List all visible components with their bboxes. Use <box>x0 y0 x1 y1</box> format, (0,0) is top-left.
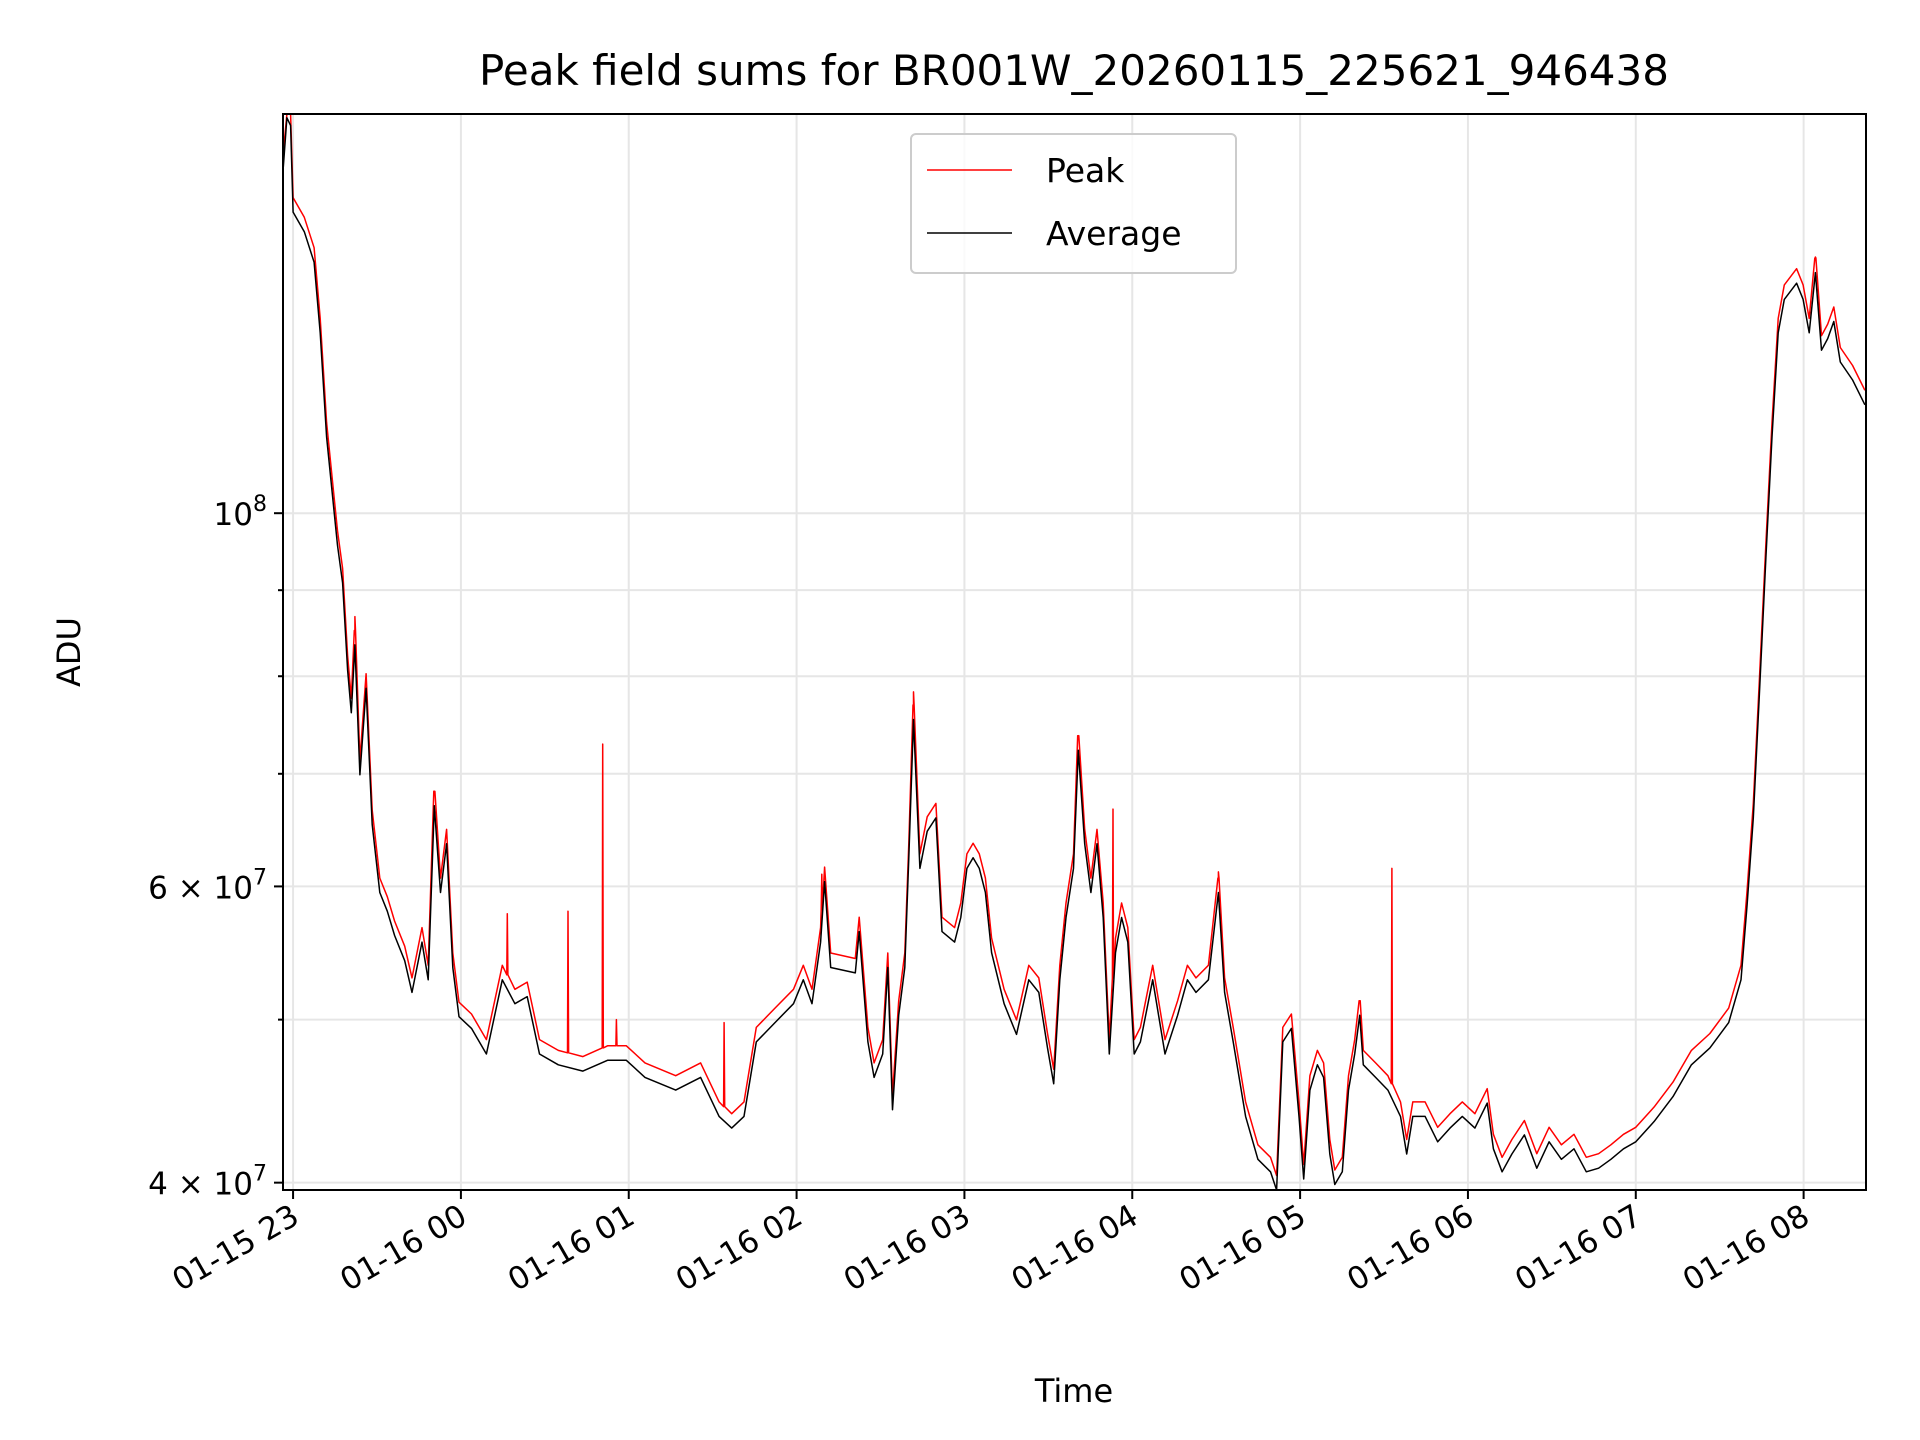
grid <box>283 114 1866 1190</box>
legend-peak-label: Peak <box>1046 151 1125 190</box>
average-series-line <box>282 117 1866 1191</box>
y-tick-label: 4 × 107 <box>148 1162 267 1203</box>
plot-series <box>282 113 1866 1191</box>
legend-average-label: Average <box>1046 214 1182 253</box>
y-axis-label: ADU <box>50 617 88 687</box>
chart-title: Peak field sums for BR001W_20260115_2256… <box>479 46 1669 95</box>
peak-series-line <box>282 113 1866 1177</box>
legend: Peak Average <box>910 133 1237 274</box>
axes-frame <box>282 113 1867 1191</box>
legend-box <box>910 133 1237 274</box>
y-tick-label: 108 <box>214 492 267 533</box>
x-axis-label: Time <box>1034 1372 1113 1410</box>
y-tick-label: 6 × 107 <box>148 865 267 906</box>
